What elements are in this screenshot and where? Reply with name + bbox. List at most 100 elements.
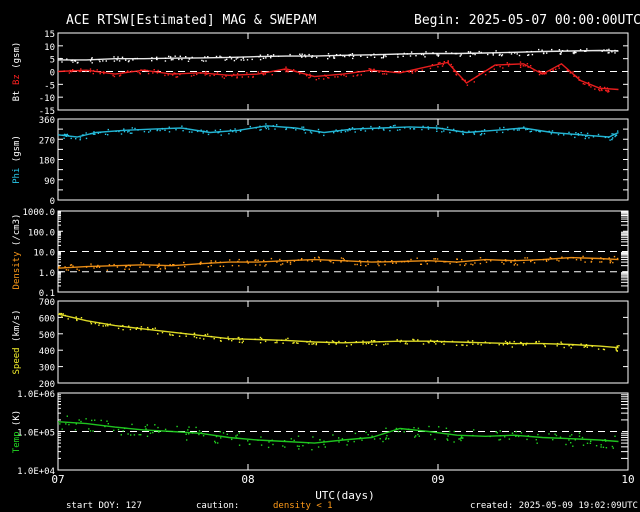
data-point-bz [213, 74, 215, 76]
data-point-speed [520, 342, 522, 344]
data-point-density [142, 263, 145, 265]
data-point-speed [219, 337, 222, 339]
data-point-phi [449, 131, 451, 134]
data-point-bz [370, 68, 372, 70]
data-point-bz [85, 70, 87, 72]
data-point-speed [128, 325, 130, 327]
data-point-temp [565, 443, 567, 446]
data-point-speed [399, 341, 401, 343]
data-point-density [591, 258, 593, 260]
data-point-bt [608, 52, 610, 54]
data-point-temp [66, 415, 68, 417]
data-point-bt [300, 55, 302, 57]
data-point-bz [209, 75, 211, 77]
data-point-temp [498, 439, 500, 441]
data-point-temp [88, 428, 90, 430]
data-point-bt [187, 60, 190, 62]
data-point-bz [368, 68, 370, 70]
density-caution: density < 1 [273, 501, 333, 511]
data-point-density [384, 264, 386, 266]
data-point-speed [525, 344, 527, 346]
data-point-phi [131, 127, 133, 129]
data-point-temp [238, 432, 241, 434]
data-point-speed [306, 341, 308, 343]
data-point-speed [76, 319, 78, 322]
data-point-speed [375, 344, 378, 346]
data-point-density [128, 264, 130, 266]
data-point-bz [356, 74, 358, 77]
data-point-bt [360, 55, 362, 57]
data-point-density [470, 263, 472, 265]
data-point-bz [80, 68, 82, 70]
data-point-speed [241, 341, 243, 344]
data-point-speed [561, 343, 563, 345]
data-point-temp [154, 424, 156, 426]
data-point-bz [582, 83, 584, 85]
data-point-density [582, 255, 584, 258]
data-point-speed [427, 341, 429, 343]
data-point-bt [454, 52, 457, 55]
data-point-density [222, 265, 225, 267]
data-point-phi [473, 132, 475, 134]
data-point-phi [118, 130, 120, 133]
data-point-bt [91, 62, 93, 64]
data-point-phi [513, 129, 515, 131]
data-point-phi [389, 130, 391, 132]
data-point-phi [383, 129, 385, 131]
data-point-bz [144, 69, 146, 71]
y-axis-label-part: Bz [12, 74, 22, 90]
data-point-speed [440, 341, 443, 343]
data-point-bz [471, 79, 473, 81]
data-point-temp [401, 428, 403, 430]
data-point-bt [469, 51, 472, 53]
data-point-bz [412, 69, 414, 72]
data-point-phi [131, 132, 133, 134]
data-point-temp [146, 435, 149, 437]
data-point-bz [476, 75, 478, 78]
data-point-density [435, 261, 437, 263]
data-point-phi [604, 136, 607, 139]
data-point-bz [557, 65, 560, 67]
data-point-density [76, 268, 78, 270]
data-point-speed [568, 344, 570, 347]
data-point-phi [333, 132, 335, 134]
data-point-bz [140, 69, 142, 71]
data-point-phi [409, 128, 411, 130]
data-point-bt [546, 52, 548, 54]
data-point-bz [293, 69, 295, 71]
data-point-phi [539, 131, 541, 133]
data-point-bt [352, 57, 354, 60]
y-axis-label-part: (/cm3) [12, 214, 22, 252]
data-point-speed [210, 335, 213, 338]
data-point-phi [462, 133, 464, 136]
data-point-temp [293, 439, 295, 442]
data-point-bz [543, 73, 546, 75]
data-point-phi [378, 126, 381, 128]
data-point-speed [585, 344, 588, 346]
data-point-bt [207, 56, 209, 58]
data-point-bz [527, 66, 529, 68]
data-point-bt [201, 59, 203, 62]
data-point-bz [127, 70, 129, 72]
data-point-temp [605, 440, 607, 442]
data-point-temp [338, 437, 340, 439]
data-point-temp [555, 434, 558, 437]
data-point-density [93, 267, 95, 269]
data-point-bz [538, 73, 541, 76]
data-point-bz [231, 75, 233, 77]
data-point-speed [443, 340, 446, 343]
data-point-phi [341, 129, 343, 131]
data-point-speed [383, 344, 385, 346]
data-point-bz [600, 88, 603, 91]
y-axis-label-phi: Phi (gsm) [12, 135, 22, 184]
data-point-temp [61, 428, 63, 430]
data-point-density [533, 262, 536, 264]
data-point-speed [543, 343, 545, 345]
data-point-bt [242, 57, 244, 59]
data-point-bz [526, 63, 529, 65]
data-point-bz [139, 73, 141, 75]
data-point-bt [606, 49, 608, 51]
data-point-bz [345, 75, 347, 78]
data-point-bz [309, 76, 312, 78]
y-tick-label-bz: 10 [44, 43, 55, 53]
